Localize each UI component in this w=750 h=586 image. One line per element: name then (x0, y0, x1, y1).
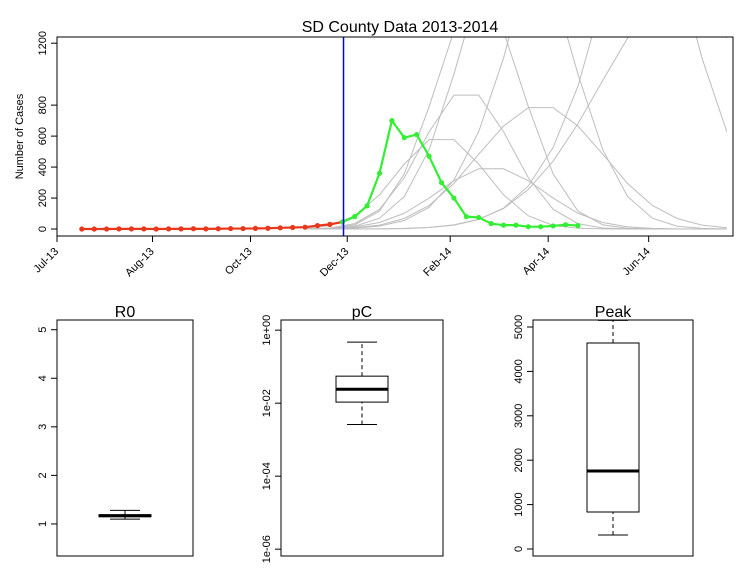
point (550, 223, 556, 229)
point (290, 224, 296, 231)
point (79, 226, 85, 232)
y-tick-label: 600 (37, 127, 49, 145)
point (265, 225, 271, 231)
x-tick-label: Oct-13 (223, 246, 255, 278)
y-tick-label: 3000 (513, 404, 525, 428)
chart-title: SD County Data 2013-2014 (302, 19, 499, 36)
point (575, 223, 581, 229)
y-tick-label: 5 (37, 327, 49, 333)
y-tick-label: 2 (37, 472, 49, 478)
point (438, 179, 445, 186)
point (476, 214, 482, 221)
point (525, 224, 531, 230)
y-tick-label: 1200 (37, 31, 49, 55)
y-tick-label: 400 (37, 158, 49, 176)
point (228, 225, 234, 232)
point (116, 226, 122, 232)
point (104, 226, 110, 232)
point (166, 226, 172, 232)
chart-title: pC (352, 304, 372, 321)
point (352, 214, 358, 220)
point (314, 223, 321, 229)
point (153, 226, 159, 232)
plot-area (79, 37, 728, 232)
point (203, 226, 209, 232)
series-line (305, 168, 727, 230)
point (364, 203, 370, 209)
point (538, 224, 544, 230)
y-tick-label: 4 (37, 375, 49, 381)
y-tick-label: 800 (37, 96, 49, 114)
y-tick-label: 2000 (513, 448, 525, 472)
y-tick-label: 200 (37, 189, 49, 207)
box (586, 342, 640, 513)
y-tick-label: 1e-02 (261, 389, 273, 417)
series-line (81, 220, 343, 231)
point (91, 226, 97, 232)
plot-frame (56, 319, 194, 557)
series-line (305, 94, 727, 230)
point (252, 225, 259, 232)
y-tick-label: 1e-04 (261, 462, 273, 490)
y-tick-label: 1 (37, 521, 49, 527)
point (426, 153, 432, 159)
point (451, 195, 457, 201)
y-tick-label: 1000 (513, 492, 525, 516)
series-line (305, 37, 728, 230)
point (277, 225, 283, 231)
point (327, 221, 333, 227)
x-tick-label: Dec-13 (318, 246, 352, 280)
point (513, 222, 519, 228)
point (302, 224, 308, 230)
x-tick-label: Apr-14 (521, 246, 553, 278)
plot-frame (532, 319, 694, 557)
y-tick-label: 1e+00 (261, 315, 273, 346)
plot-frame (280, 319, 444, 557)
x-tick-label: Jul-13 (31, 246, 61, 276)
point (240, 225, 246, 232)
y-tick-label: 1e-06 (261, 535, 273, 563)
y-tick-label: 0 (37, 226, 49, 232)
point (178, 226, 184, 232)
y-axis-label: Number of Cases (14, 93, 26, 179)
series-line (305, 37, 727, 230)
chart-title: R0 (115, 304, 136, 321)
y-tick-label: 3 (37, 424, 49, 430)
x-tick-label: Feb-14 (421, 246, 454, 279)
point (376, 170, 383, 176)
point (463, 214, 469, 220)
chart-title: Peak (595, 304, 632, 321)
point (401, 135, 407, 141)
point (128, 226, 135, 232)
plot-frame (56, 36, 734, 237)
point (190, 226, 197, 232)
point (215, 226, 221, 232)
y-tick-label: 5000 (513, 315, 525, 339)
x-tick-label: Jun-14 (621, 246, 653, 278)
point (414, 131, 420, 138)
series-line (305, 107, 727, 230)
x-tick-label: Aug-13 (123, 246, 157, 280)
y-tick-label: 4000 (513, 359, 525, 383)
point (488, 221, 494, 227)
y-tick-label: 0 (513, 546, 525, 552)
point (500, 222, 507, 228)
series-line (305, 37, 593, 230)
point (562, 222, 569, 228)
point (389, 118, 395, 124)
point (141, 226, 147, 232)
